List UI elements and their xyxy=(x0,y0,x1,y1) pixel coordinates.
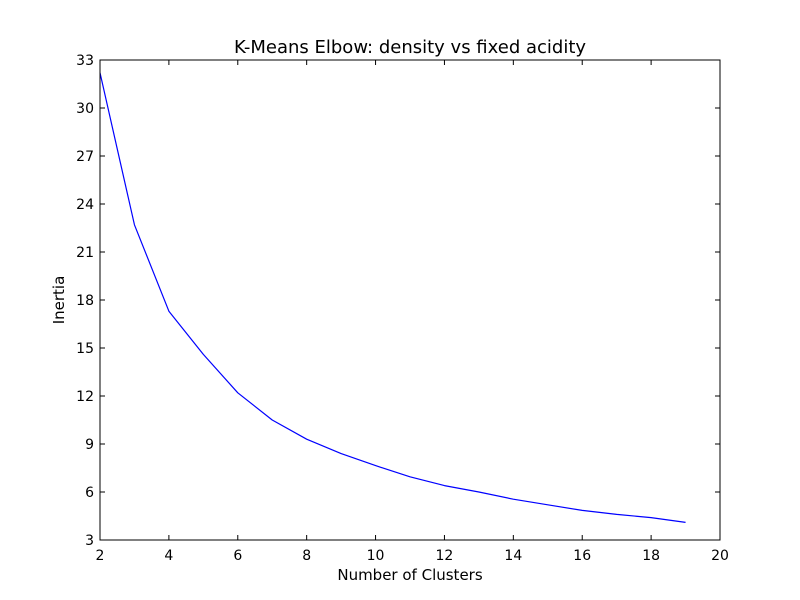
series-layer xyxy=(99,72,686,523)
y-tick-label: 24 xyxy=(76,197,94,213)
y-tick-label: 9 xyxy=(85,437,94,453)
x-tick-label: 18 xyxy=(642,548,660,564)
y-tick-label: 6 xyxy=(85,485,94,501)
x-tick-label: 10 xyxy=(367,548,385,564)
x-tick-label: 6 xyxy=(233,548,242,564)
x-tick-label: 12 xyxy=(436,548,454,564)
y-tick-label: 15 xyxy=(76,341,94,357)
y-tick-label: 30 xyxy=(76,101,94,117)
x-tick-label: 14 xyxy=(504,548,522,564)
x-axis-label: Number of Clusters xyxy=(337,566,482,584)
x-tick-label: 4 xyxy=(164,548,173,564)
x-axis: 2 4 6 8 10 12 14 16 18 20 xyxy=(96,60,729,564)
y-tick-label: 21 xyxy=(76,245,94,261)
x-tick-label: 16 xyxy=(573,548,591,564)
inertia-series-line xyxy=(99,72,686,523)
plot-area xyxy=(100,60,720,540)
y-tick-label: 3 xyxy=(85,533,94,549)
x-tick-label: 20 xyxy=(711,548,729,564)
x-tick-label: 2 xyxy=(96,548,105,564)
y-tick-label: 27 xyxy=(76,149,94,165)
y-tick-label: 12 xyxy=(76,389,94,405)
x-tick-label: 8 xyxy=(302,548,311,564)
chart-title: K-Means Elbow: density vs fixed acidity xyxy=(234,37,586,58)
y-tick-label: 18 xyxy=(76,293,94,309)
y-tick-label: 33 xyxy=(76,53,94,69)
y-axis-label: Inertia xyxy=(50,276,68,325)
y-axis: 3 6 9 12 15 18 21 24 27 30 33 xyxy=(76,53,720,549)
